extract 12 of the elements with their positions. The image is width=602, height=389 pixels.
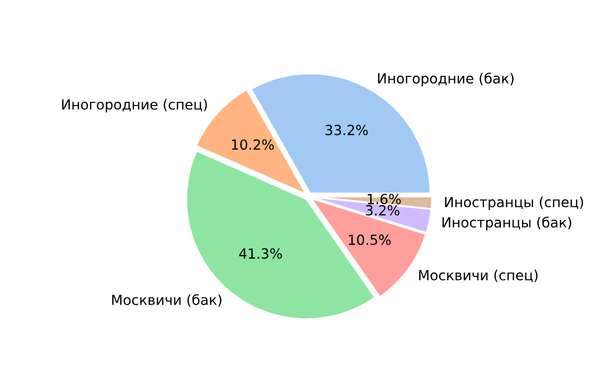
data-label: 10.5% bbox=[348, 234, 391, 246]
data-label: 10.2% bbox=[232, 139, 274, 150]
data-label: 41.3% bbox=[239, 248, 282, 259]
slice-label: Иностранцы (бак) bbox=[442, 216, 572, 230]
data-label: 3.2% bbox=[366, 205, 400, 216]
slice-label: Иногородние (спец) bbox=[62, 98, 207, 112]
slice-label: Москвичи (спец) bbox=[419, 270, 538, 282]
slice-label: Иностранцы (спец) bbox=[445, 196, 584, 210]
data-label: 33.2% bbox=[326, 124, 368, 136]
data-label: 1.6% bbox=[368, 194, 401, 204]
slice-label: Москвичи (бак) bbox=[112, 294, 222, 307]
slice-label: Иногородние (бак) bbox=[378, 72, 514, 86]
